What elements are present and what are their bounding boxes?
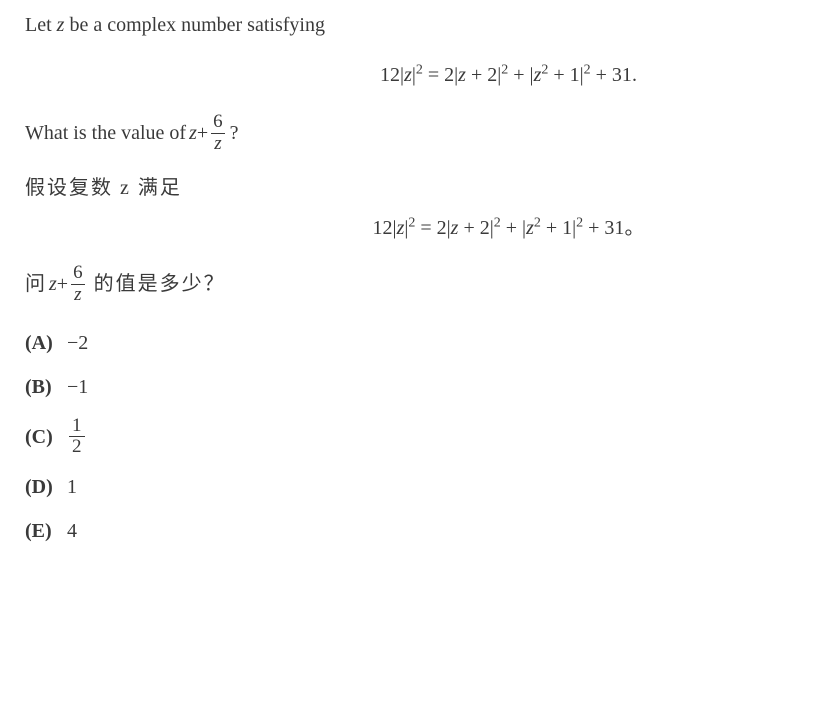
frac-den: z: [211, 133, 224, 155]
choice-e-value: 4: [67, 516, 77, 546]
choice-d-label: (D): [25, 472, 67, 502]
frac-cn-den: z: [71, 284, 84, 306]
q-z1: z: [189, 118, 197, 148]
choice-c-fraction: 1 2: [69, 416, 85, 459]
choice-a-value: −2: [67, 328, 88, 358]
choice-d-value: 1: [67, 472, 77, 502]
eq-cn-equals: =: [415, 217, 436, 239]
choice-e: (E) 4: [25, 516, 812, 546]
eq-cn-zsq: 2: [534, 215, 541, 230]
question-cn-text-2: 的值是多少？: [94, 269, 226, 299]
eq-cn-plus31: + 31: [583, 217, 624, 239]
eq-plus31: + 31: [591, 64, 632, 86]
problem-intro-en: Let z be a complex number satisfying: [25, 10, 812, 40]
problem-intro-cn: 假设复数 z 满足: [25, 173, 812, 203]
eq-z2: z: [458, 64, 466, 86]
eq-z1: z: [404, 64, 412, 86]
question-cn: 问 z + 6 z 的值是多少？: [25, 263, 812, 306]
eq-period: .: [632, 64, 637, 86]
question-cn-text-1: 问: [25, 269, 47, 299]
eq-cn-plus-a: +: [501, 217, 522, 239]
eq-plus-a: +: [508, 64, 529, 86]
eq-sq3: 2: [584, 62, 591, 77]
intro-text-2: be a complex number satisfying: [64, 14, 325, 36]
eq-plus1-inner: + 1: [548, 64, 579, 86]
eq-cn-coef2: 2: [437, 217, 447, 239]
choice-c-num: 1: [69, 416, 85, 437]
intro-cn: 假设复数 z 满足: [25, 177, 182, 199]
fraction-6-over-z-cn: 6 z: [70, 263, 86, 306]
choice-a-label: (A): [25, 328, 67, 358]
eq-equals: =: [423, 64, 444, 86]
choice-d: (D) 1: [25, 472, 812, 502]
choice-e-label: (E): [25, 516, 67, 546]
eq-cn-z3: z: [526, 217, 534, 239]
answer-choices: (A) −2 (B) −1 (C) 1 2 (D) 1 (E) 4: [25, 328, 812, 547]
q-plus: +: [197, 118, 208, 148]
choice-b-label: (B): [25, 372, 67, 402]
eq-plus2: + 2: [466, 64, 497, 86]
eq-cn-sq2: 2: [494, 215, 501, 230]
eq-cn-plus2: + 2: [458, 217, 489, 239]
question-text-2: ?: [230, 118, 239, 148]
q-cn-z1: z: [49, 269, 57, 299]
eq-sq1: 2: [416, 62, 423, 77]
eq-cn-period: 。: [624, 217, 644, 239]
frac-cn-num: 6: [70, 263, 86, 284]
equation-cn: 12|z|2 = 2|z + 2|2 + |z2 + 1|2 + 31。: [25, 213, 812, 243]
choice-b: (B) −1: [25, 372, 812, 402]
question-en: What is the value of z + 6 z ?: [25, 112, 812, 155]
choice-a: (A) −2: [25, 328, 812, 358]
eq-cn-coef: 12: [373, 217, 393, 239]
q-cn-plus: +: [57, 269, 68, 299]
intro-text-1: Let: [25, 14, 57, 36]
eq-cn-plus1-inner: + 1: [541, 217, 572, 239]
eq-coef2: 2: [444, 64, 454, 86]
question-text-1: What is the value of: [25, 118, 186, 148]
choice-c: (C) 1 2: [25, 416, 812, 459]
eq-coef: 12: [380, 64, 400, 86]
choice-c-den: 2: [69, 436, 85, 458]
equation-en: 12|z|2 = 2|z + 2|2 + |z2 + 1|2 + 31.: [25, 60, 812, 90]
choice-c-label: (C): [25, 422, 67, 452]
fraction-6-over-z: 6 z: [210, 112, 226, 155]
choice-b-value: −1: [67, 372, 88, 402]
frac-num: 6: [210, 112, 226, 133]
